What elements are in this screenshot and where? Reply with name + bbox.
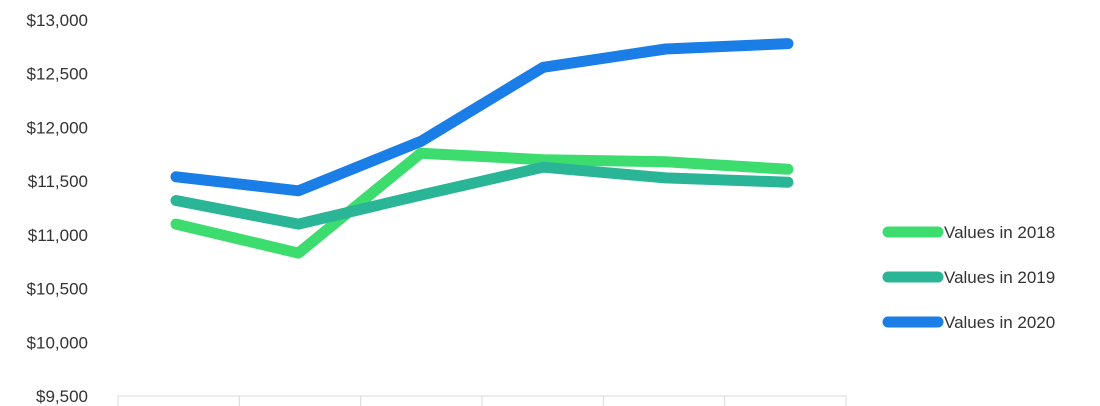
y-tick-label: $11,500: [28, 172, 88, 191]
legend: Values in 2018 Values in 2019 Values in 20…: [882, 223, 1055, 332]
legend-item: Values in 2020: [882, 313, 1055, 332]
y-axis: $9,500 $10,000 $10,500 $11,000 $11,500 $12,00…: [27, 11, 88, 406]
legend-label: Values in 2020: [944, 313, 1055, 332]
legend-item: Values in 2019: [882, 268, 1055, 287]
y-tick-label: $9,500: [36, 387, 88, 406]
series-line-3: [170, 38, 794, 197]
y-tick-label: $10,500: [27, 280, 88, 299]
y-tick-label: $10,000: [27, 333, 88, 352]
x-axis: [117, 395, 847, 406]
y-tick-label: $12,000: [27, 118, 88, 137]
y-tick-label: $13,000: [27, 11, 88, 30]
series-line-2: [170, 161, 794, 230]
legend-item: Values in 2018: [882, 223, 1055, 242]
plot-area: [170, 38, 794, 259]
series-line-1: [170, 147, 794, 259]
y-tick-label: $11,000: [28, 226, 88, 245]
y-tick-label: $12,500: [27, 65, 88, 84]
legend-label: Values in 2018: [944, 223, 1055, 242]
legend-label: Values in 2019: [944, 268, 1055, 287]
